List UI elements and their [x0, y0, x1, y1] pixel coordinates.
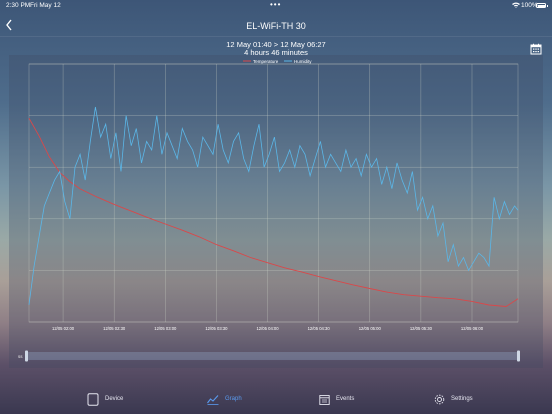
series	[28, 106, 519, 307]
legend-humidity: Humidity	[294, 59, 312, 64]
back-button[interactable]	[4, 18, 18, 34]
tab-graph-label: Graph	[225, 396, 242, 402]
slider-right-handle[interactable]	[517, 350, 520, 362]
tab-graph[interactable]: Graph	[207, 391, 242, 407]
x-tick-label: 12/05 04:00	[256, 326, 279, 331]
calendar-button[interactable]	[530, 42, 544, 56]
x-axis-labels: 12/05 02:00 12/05 02:30 12/05 03:00 12/05 0…	[52, 326, 484, 331]
tab-device-label: Device	[105, 396, 124, 402]
tab-events-label: Events	[336, 396, 355, 402]
date-range-label: 12 May 01:40 > 12 May 06:27	[226, 40, 326, 49]
plot-frame	[28, 63, 519, 323]
x-tick-label: 12/05 06:00	[461, 326, 484, 331]
x-tick-label: 12/05 03:00	[154, 326, 177, 331]
multitask-dots[interactable]: •••	[270, 0, 282, 9]
slider-label: ss	[18, 354, 23, 359]
slider-left-handle[interactable]	[25, 350, 28, 362]
temperature-humidity-chart[interactable]: Temperature Humidity 12/05 02:00 12/05 02…	[9, 55, 543, 368]
tab-settings[interactable]: Settings	[434, 391, 473, 407]
grid	[28, 63, 519, 323]
x-tick-label: 12/05 02:30	[103, 326, 126, 331]
wifi-icon	[512, 2, 520, 10]
page-title: EL-WiFi-TH 30	[246, 21, 306, 31]
calendar-icon	[530, 43, 542, 55]
slider-track[interactable]	[27, 352, 519, 360]
x-tick-label: 12/05 05:30	[410, 326, 433, 331]
chart-panel: Temperature Humidity 12/05 02:00 12/05 02…	[9, 55, 543, 368]
x-tick-label: 12/05 04:30	[308, 326, 331, 331]
legend-temperature: Temperature	[253, 59, 279, 64]
tab-events[interactable]: Events	[319, 391, 354, 407]
series-line-humidity	[28, 106, 519, 305]
x-tick-label: 12/05 03:30	[205, 326, 228, 331]
tab-settings-label: Settings	[451, 396, 473, 402]
status-bar: 2:30 PM Fri May 12 ••• 100%	[0, 0, 552, 12]
tab-device[interactable]: Device	[87, 391, 123, 407]
battery-level-fill	[537, 4, 545, 7]
graph-icon	[207, 394, 219, 405]
gear-icon	[434, 394, 445, 404]
tab-bar: Device Graph Events Settings	[0, 386, 552, 414]
series-line-temperature	[28, 117, 519, 307]
duration-label: 4 hours 46 minutes	[244, 48, 308, 57]
legend: Temperature Humidity	[243, 59, 312, 64]
status-date: Fri May 12	[30, 2, 61, 9]
chevron-left-icon	[6, 19, 12, 31]
nav-divider	[0, 36, 552, 37]
x-tick-label: 12/05 02:00	[52, 326, 75, 331]
x-tick-label: 12/05 05:00	[359, 326, 382, 331]
events-icon	[319, 394, 330, 405]
battery-icon	[536, 3, 548, 8]
battery-percent: 100%	[521, 2, 538, 9]
status-time: 2:30 PM	[6, 2, 31, 9]
time-range-slider[interactable]: ss	[18, 350, 520, 362]
tablet-icon	[87, 392, 99, 406]
